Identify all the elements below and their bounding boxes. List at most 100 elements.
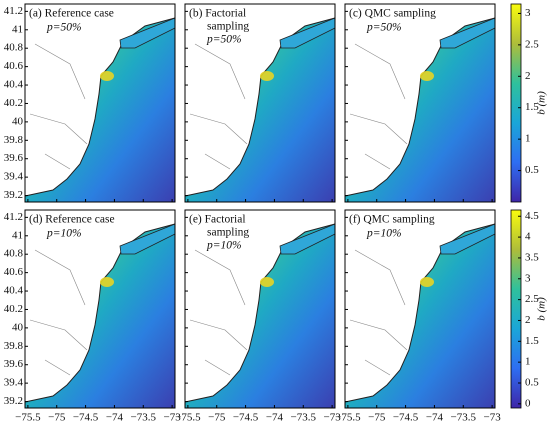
long-island-sound [119,223,176,255]
panel-label: (c) QMC sampling [349,8,436,20]
panel-subtitle: p=50% [366,22,402,34]
y-tick-label: 39.8 [4,340,24,352]
panel-label: (e) Factorial [189,214,246,226]
y-tick-label: 40 [12,115,24,127]
colorbar-tick-label: 0 [525,397,531,409]
x-tick-label: −74.5 [393,412,419,424]
y-tick-label: 41 [12,23,23,35]
colorbar-tick-label: 1.5 [525,101,539,113]
colorbar-tick-label: 1 [525,133,531,145]
x-tick-label: −75.5 [335,412,361,424]
map-panel: (f) QMC sampling p=10% −75.5 −75 −74.5 −74 −73… [335,209,502,424]
county-lines [189,249,248,376]
y-tick-label: 40.2 [4,97,23,109]
land [344,209,496,403]
colorbar-tick-label: 4.5 [525,210,539,222]
y-tick-label: 41 [12,229,23,241]
panel-label: (d) Reference case [29,214,115,226]
x-tick-label: −74 [106,412,124,424]
y-tick-label: 40.6 [4,266,24,278]
colorbar-tick-label: 3.5 [525,251,539,263]
land [344,3,496,197]
x-tick-label: −73 [484,412,502,424]
x-tick-label: −74 [426,412,444,424]
colorbar-tick-label: 2 [525,70,531,82]
y-tick-label: 40.4 [4,285,24,297]
land [24,3,176,197]
x-tick-label: −73.5 [131,412,157,424]
y-tick-label: 41.2 [4,211,23,223]
x-tick-label: −75 [208,412,226,424]
y-tick-label: 41.2 [4,5,23,17]
panel-subtitle: p=10% [46,228,82,240]
colorbar-tick-label: 3 [525,7,531,19]
harbor-surge [260,71,274,81]
panel-label: (f) QMC sampling [349,214,435,226]
harbor-surge [100,71,114,81]
x-tick-label: −75.5 [15,412,41,424]
long-island-sound [279,17,336,49]
panel-label: (a) Reference case [29,8,114,20]
county-lines [349,249,408,376]
colorbar-tick-label: 2.5 [525,38,539,50]
colorbar [510,3,522,203]
panel-label-line2: sampling [207,21,249,33]
harbor-surge [260,277,274,287]
long-island-sound [439,223,496,255]
land [184,3,336,197]
harbor-surge [100,277,114,287]
y-tick-label: 39.4 [4,171,24,183]
county-lines [29,43,88,170]
x-tick-label: −73.5 [451,412,477,424]
x-tick-label: −75.5 [175,412,201,424]
y-tick-label: 40.6 [4,60,24,72]
y-tick-label: 40.8 [4,248,24,260]
panel-subtitle: p=10% [206,240,242,252]
colorbar-tick-label: 2 [525,314,531,326]
y-tick-label: 40.4 [4,79,24,91]
land [184,209,336,403]
colorbar-tick-label: 0.5 [525,164,539,176]
panel-subtitle: p=50% [46,22,82,34]
x-tick-label: −74.5 [233,412,259,424]
y-tick-label: 39.2 [4,395,23,407]
x-tick-label: −73 [164,412,182,424]
panel-label: (b) Factorial [189,8,246,20]
map-panel: (c) QMC sampling p=50% [344,3,496,203]
panel-subtitle: p=10% [366,228,402,240]
map-panel: (d) Reference case p=10% 39.2 39.4 39.6 39.8 4… [4,209,182,424]
colorbar-tick-label: 1 [525,356,531,368]
county-lines [349,43,408,170]
long-island-sound [119,17,176,49]
colorbar-tick-label: 2.5 [525,293,539,305]
y-tick-label: 39.8 [4,134,24,146]
colorbar-label: b (m) [536,297,548,321]
map-panel: (a) Reference case p=50% 39.2 39.4 39.6 39.8 4… [4,3,176,203]
x-tick-label: −73.5 [291,412,317,424]
y-tick-label: 40.8 [4,42,24,54]
x-tick-label: −74.5 [73,412,99,424]
colorbar-label: b (m) [536,91,548,115]
county-lines [29,249,88,376]
land [24,209,176,403]
colorbar [510,209,522,409]
panel-label-line2: sampling [207,227,249,239]
x-tick-label: −74 [266,412,284,424]
x-tick-label: −75 [48,412,66,424]
panel-subtitle: p=50% [206,34,242,46]
x-tick-label: −73 [324,412,342,424]
colorbar-tick-label: 3 [525,272,531,284]
y-tick-label: 39.6 [4,152,24,164]
long-island-sound [279,223,336,255]
long-island-sound [439,17,496,49]
y-tick-label: 39.6 [4,358,24,370]
colorbar-tick-label: 0.5 [525,377,539,389]
colorbar-tick-label: 4 [525,231,531,243]
x-tick-label: −75 [368,412,386,424]
harbor-surge [420,277,434,287]
y-tick-label: 39.2 [4,189,23,201]
harbor-surge [420,71,434,81]
